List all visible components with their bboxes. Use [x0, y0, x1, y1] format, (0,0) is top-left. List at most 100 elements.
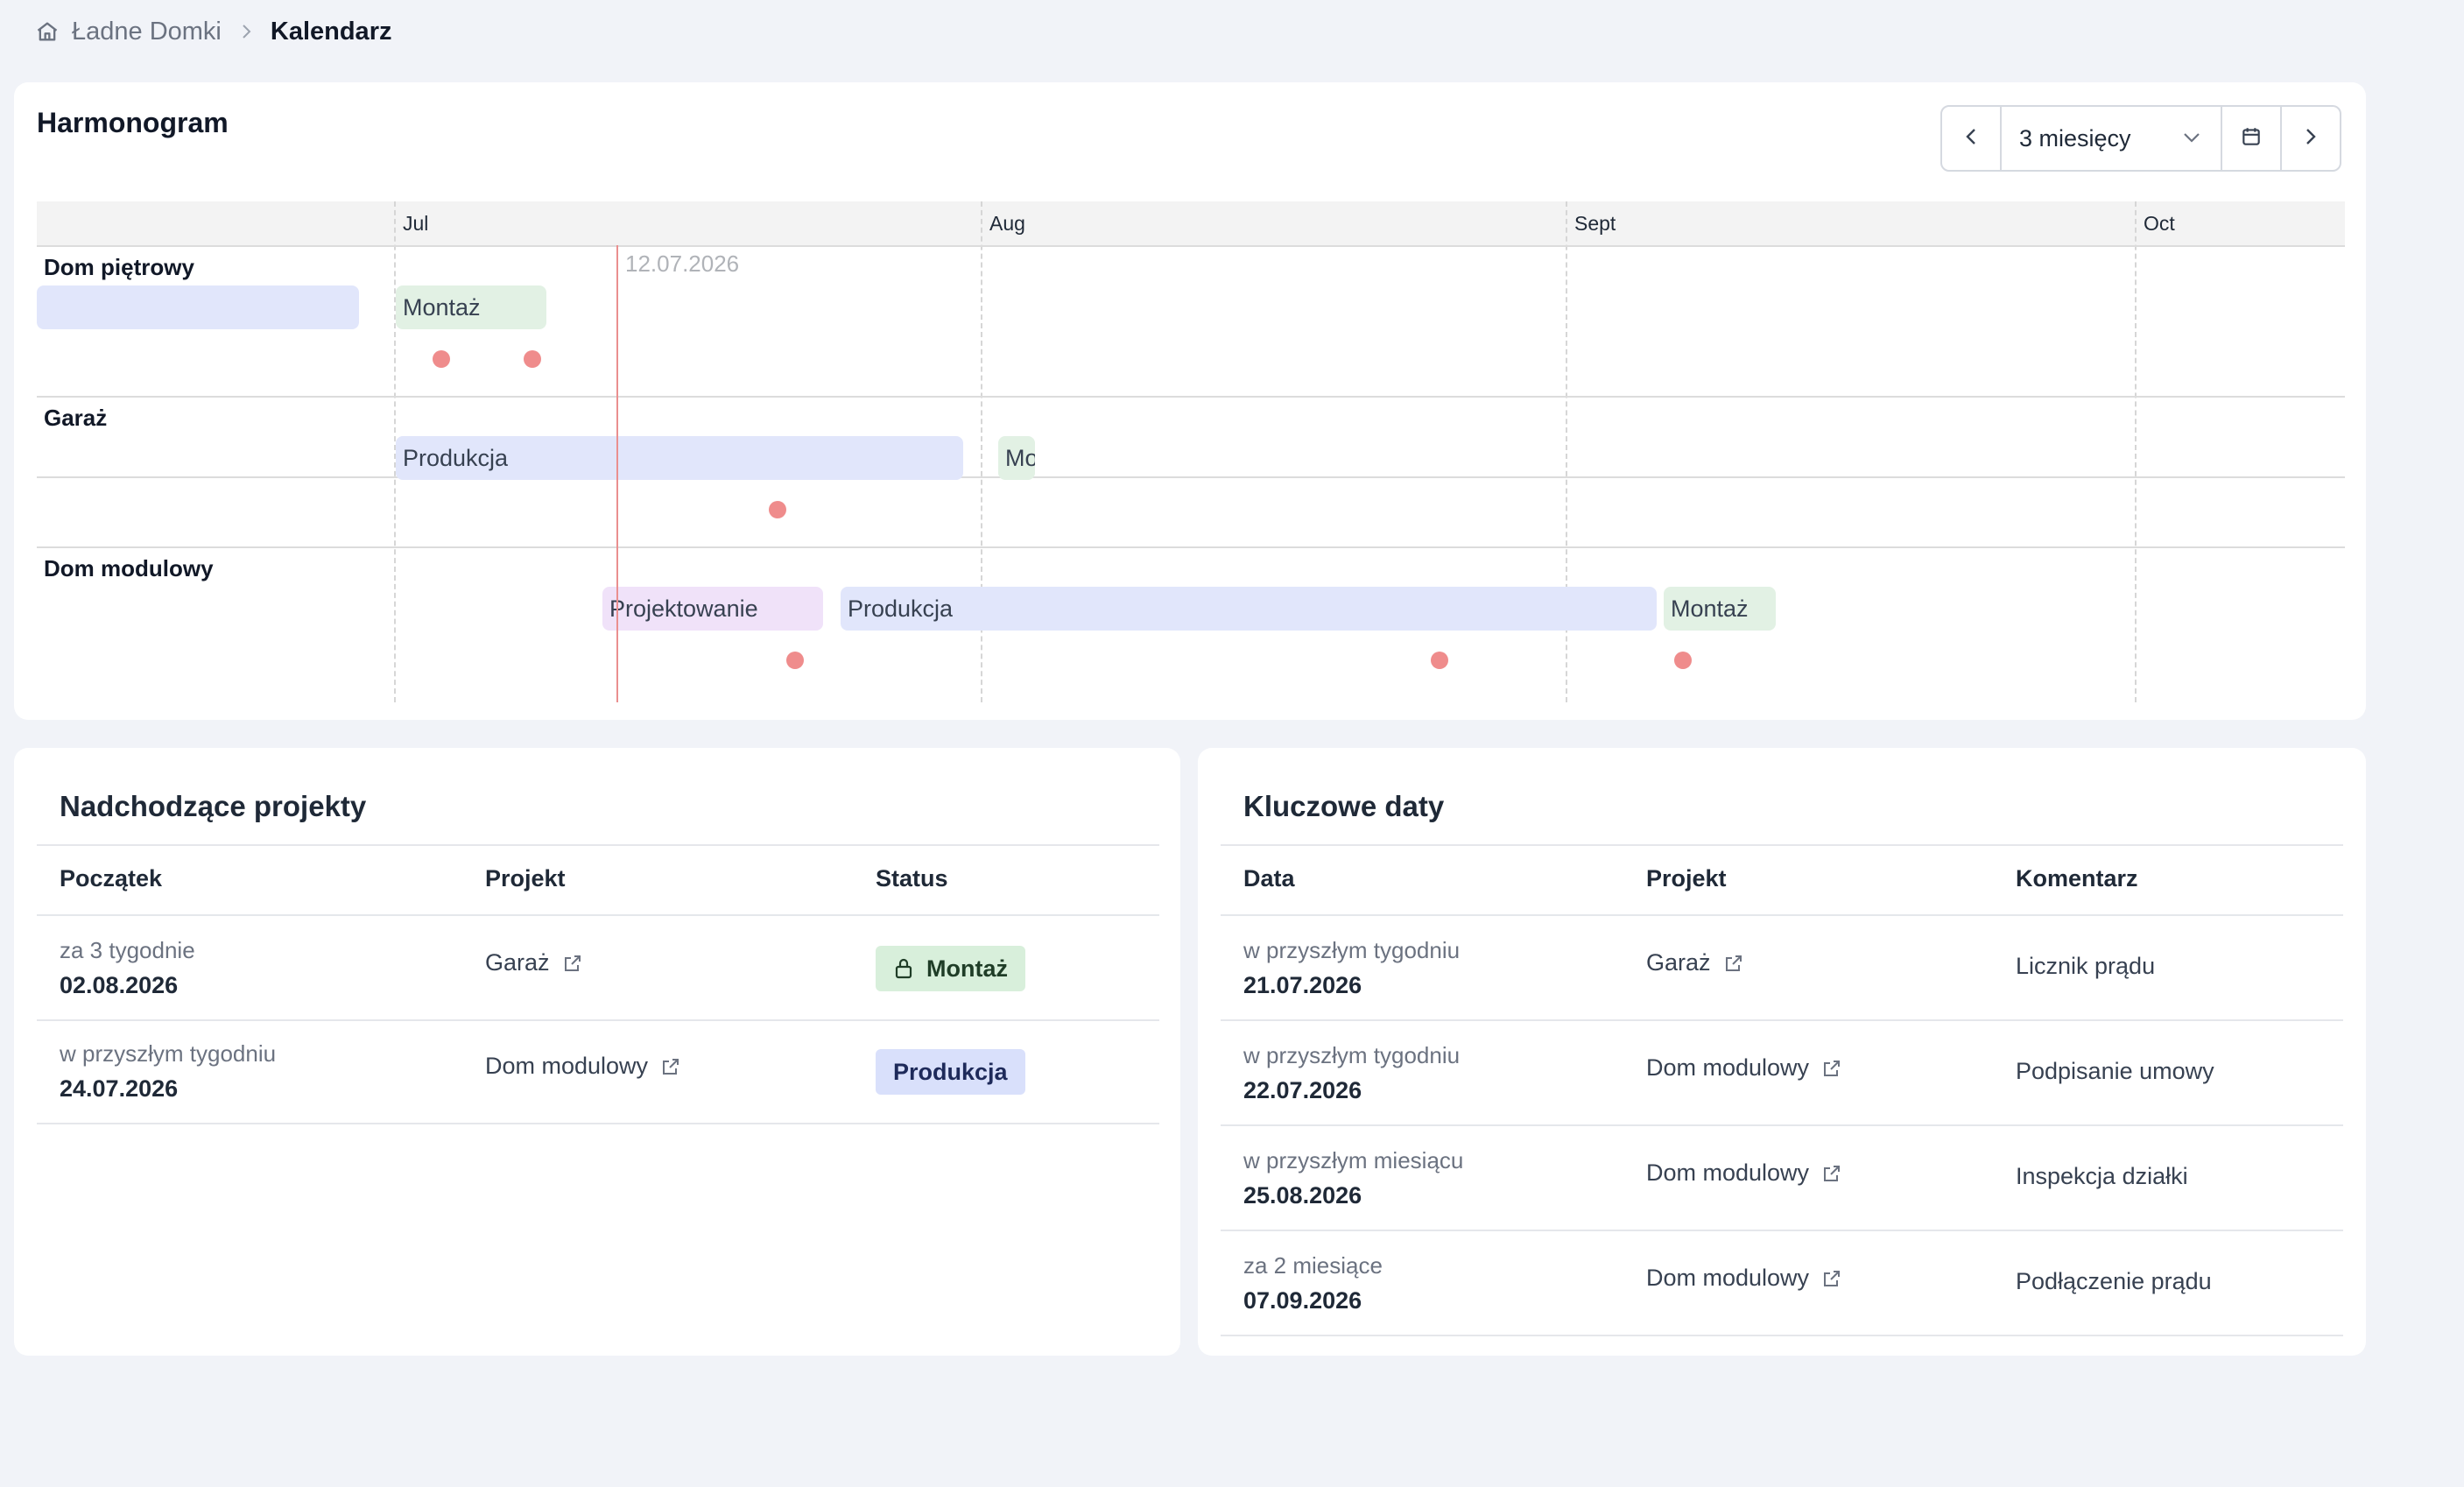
row-divider [1221, 1335, 2343, 1336]
status-badge-label: Produkcja [893, 1058, 1008, 1085]
today-label: 12.07.2026 [625, 250, 740, 277]
milestone-dot[interactable] [1674, 652, 1692, 669]
gantt-header [37, 201, 2345, 245]
gantt-bar[interactable]: Montaż [1664, 587, 1776, 631]
date-relative: za 2 miesiące [1243, 1252, 1383, 1279]
start-relative: w przyszłym tygodniu [60, 1040, 277, 1067]
breadcrumb-root-link[interactable]: Ładne Domki [72, 17, 222, 46]
date-relative: w przyszłym tygodniu [1243, 937, 1461, 963]
external-link-icon [562, 953, 583, 974]
date-relative: w przyszłym tygodniu [1243, 1042, 1461, 1068]
month-line [981, 201, 982, 702]
comment-text: Podpisanie umowy [2016, 1058, 2214, 1084]
status-badge-label: Montaż [926, 955, 1008, 982]
next-range-button[interactable] [2282, 107, 2340, 170]
date-value: 22.07.2026 [1243, 1077, 1362, 1103]
comment-text: Licznik prądu [2016, 953, 2156, 979]
home-icon[interactable] [35, 19, 60, 44]
gantt-row-label: Dom piętrowy [44, 254, 194, 280]
date-value: 25.08.2026 [1243, 1182, 1362, 1209]
start-relative: za 3 tygodnie [60, 937, 195, 963]
project-link[interactable]: Dom modulowy [485, 1053, 681, 1080]
milestone-dot[interactable] [1431, 652, 1448, 669]
calendar-icon [2240, 125, 2263, 152]
row-divider [1221, 1230, 2343, 1231]
breadcrumb-current: Kalendarz [270, 17, 392, 46]
milestone-dot[interactable] [786, 652, 804, 669]
external-link-icon [1723, 953, 1744, 974]
row-divider [1221, 1019, 2343, 1021]
upcoming-projects-title: Nadchodzące projekty [60, 790, 367, 822]
external-link-icon [660, 1056, 681, 1077]
month-line [2135, 201, 2137, 702]
column-header-date: Data [1243, 865, 1295, 891]
milestone-dot[interactable] [433, 350, 450, 368]
date-relative: w przyszłym miesiącu [1243, 1147, 1464, 1173]
gantt-row-label: Dom modulowy [44, 555, 214, 581]
project-link-label: Dom modulowy [1646, 1054, 1810, 1081]
column-header-comment: Komentarz [2016, 865, 2138, 891]
project-link[interactable]: Garaż [485, 949, 583, 976]
date-value: 21.07.2026 [1243, 972, 1362, 998]
status-badge: Montaż [876, 946, 1025, 991]
prev-range-button[interactable] [1942, 107, 2000, 170]
month-label-aug: Aug [989, 212, 1025, 235]
gantt-bar[interactable]: Produkcja [841, 587, 1657, 631]
project-link[interactable]: Dom modulowy [1646, 1054, 1842, 1082]
project-link-label: Garaż [485, 949, 550, 976]
gantt-row-label: Garaż [44, 405, 108, 431]
calendar-button[interactable] [2222, 107, 2280, 170]
breadcrumb: Ładne Domki Kalendarz [35, 12, 391, 51]
project-link[interactable]: Garaż [1646, 949, 1744, 976]
gantt-bar[interactable]: Projektowanie [602, 587, 823, 631]
row-divider [37, 396, 2345, 398]
start-date: 02.08.2026 [60, 972, 179, 998]
row-divider [37, 245, 2345, 247]
project-link-label: Dom modulowy [1646, 1265, 1810, 1291]
schedule-card: Harmonogram 3 miesięcy [14, 82, 2366, 720]
gantt-chart: Jul Aug Sept Oct Dom piętrowy Montaż Garaż… [37, 201, 2345, 702]
range-control: 3 miesięcy [1940, 105, 2341, 172]
range-select-value: 3 miesięcy [2019, 124, 2131, 152]
project-link[interactable]: Dom modulowy [1646, 1159, 1842, 1187]
range-select[interactable]: 3 miesięcy [2002, 107, 2221, 170]
column-header-start: Początek [60, 865, 163, 891]
status-badge: Produkcja [876, 1049, 1025, 1095]
project-link[interactable]: Dom modulowy [1646, 1265, 1842, 1292]
today-line [616, 245, 618, 702]
milestone-dot[interactable] [524, 350, 541, 368]
column-header-status: Status [876, 865, 948, 891]
schedule-title: Harmonogram [37, 107, 229, 138]
gantt-bar[interactable]: Montaż [396, 285, 546, 329]
row-divider [37, 546, 2345, 548]
gantt-bar[interactable]: Produkcja [396, 436, 963, 480]
row-divider [37, 476, 2345, 478]
project-link-label: Garaż [1646, 949, 1711, 976]
chevron-right-icon [237, 21, 255, 42]
external-link-icon [1821, 1268, 1842, 1289]
key-dates-title: Kluczowe daty [1243, 790, 1445, 822]
upcoming-projects-card: Nadchodzące projekty Początek Projekt St… [14, 748, 1180, 1356]
row-divider [1221, 1124, 2343, 1126]
start-date: 24.07.2026 [60, 1075, 179, 1102]
project-link-label: Dom modulowy [1646, 1159, 1810, 1186]
gantt-bar[interactable] [37, 285, 359, 329]
comment-text: Inspekcja działki [2016, 1163, 2188, 1189]
gantt-bar[interactable]: Montaż [998, 436, 1035, 480]
date-value: 07.09.2026 [1243, 1287, 1362, 1314]
chevron-left-icon [1961, 124, 1982, 153]
chevron-down-icon [2180, 125, 2203, 152]
external-link-icon [1821, 1058, 1842, 1079]
month-line [394, 201, 396, 702]
chevron-right-icon [2300, 124, 2321, 153]
external-link-icon [1821, 1163, 1842, 1184]
column-header-project: Projekt [485, 865, 566, 891]
month-line [1566, 201, 1567, 702]
key-dates-card: Kluczowe daty Data Projekt Komentarz w p… [1198, 748, 2366, 1356]
month-label-jul: Jul [403, 212, 429, 235]
month-label-oct: Oct [2144, 212, 2175, 235]
milestone-dot[interactable] [769, 501, 786, 518]
project-link-label: Dom modulowy [485, 1053, 649, 1079]
month-label-sept: Sept [1574, 212, 1616, 235]
column-header-project: Projekt [1646, 865, 1727, 891]
